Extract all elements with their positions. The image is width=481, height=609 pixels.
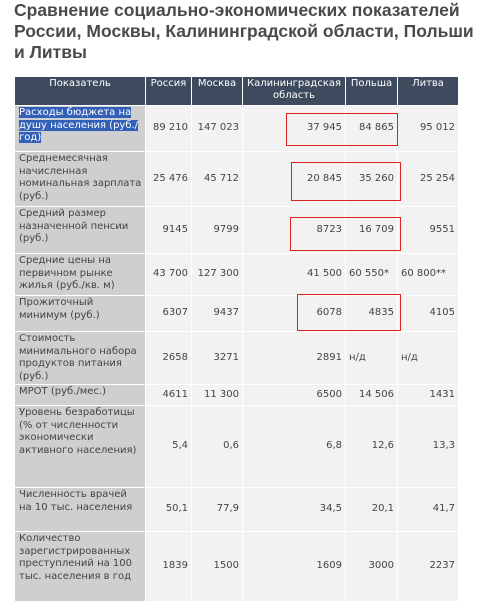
- table-cell: 41 500: [242, 253, 346, 296]
- row-label-text: Количество зарегистрированных преступлен…: [19, 533, 133, 582]
- table-cell: 25 476: [145, 151, 192, 207]
- comparison-table: Показатель Россия Москва Калининградская об…: [14, 76, 459, 602]
- table-cell: 11 300: [191, 384, 243, 406]
- table-cell: 9437: [191, 295, 243, 332]
- table-cell: 3271: [191, 331, 243, 385]
- row-label-text: Средний размер назначенной пенсии (руб.): [19, 208, 129, 244]
- table-row: Стоимость минимального набора продуктов …: [14, 331, 459, 385]
- table-cell: 1839: [145, 531, 192, 602]
- table-cell: 25 254: [397, 151, 459, 207]
- row-label-text: Уровень безработицы (% от численности эк…: [19, 407, 137, 456]
- table-cell: н/д: [345, 331, 398, 385]
- column-header: Калининградская область: [242, 76, 346, 106]
- table-row: Количество зарегистрированных преступлен…: [14, 531, 459, 602]
- table-row: Среднемесячная начисленная номинальная з…: [14, 151, 459, 207]
- table-cell: 95 012: [397, 105, 459, 152]
- table-row: Уровень безработицы (% от численности эк…: [14, 405, 459, 488]
- table-cell: 6078: [242, 295, 346, 332]
- column-header: Литва: [397, 76, 459, 106]
- row-label: Численность врачей на 10 тыс. населения: [14, 487, 146, 532]
- table-row: Прожиточный минимум (руб.) 6307 9437 6078 48…: [14, 295, 459, 332]
- table-cell: 3000: [345, 531, 398, 602]
- table-cell: 12,6: [345, 405, 398, 488]
- table-cell: 4105: [397, 295, 459, 332]
- table-cell: 20,1: [345, 487, 398, 532]
- row-label: МРОТ (руб./мес.): [14, 384, 146, 406]
- table-cell: 6500: [242, 384, 346, 406]
- table-cell: 45 712: [191, 151, 243, 207]
- row-label-text: Средние цены на первичном рынке жилья (р…: [19, 255, 115, 291]
- column-header: Показатель: [14, 76, 146, 106]
- highlight-box: [291, 162, 401, 201]
- table-cell: 60 550*: [345, 253, 398, 296]
- table-row: МРОТ (руб./мес.) 4611 11 300 6500 14 506 1431: [14, 384, 459, 406]
- table-cell: 9799: [191, 206, 243, 254]
- table-cell: 60 800**: [397, 253, 459, 296]
- row-label: Прожиточный минимум (руб.): [14, 295, 146, 332]
- table-row: Численность врачей на 10 тыс. населения 5…: [14, 487, 459, 532]
- table-cell: 2658: [145, 331, 192, 385]
- row-label-text: Стоимость минимального набора продуктов …: [19, 333, 137, 382]
- table-cell: 50,1: [145, 487, 192, 532]
- table-cell: 1500: [191, 531, 243, 602]
- highlight-box: [286, 113, 398, 146]
- table-row: Средний размер назначенной пенсии (руб.)…: [14, 206, 459, 254]
- header-row: Показатель Россия Москва Калининградская об…: [14, 76, 459, 106]
- row-label-text: Расходы бюджета на душу населения (руб./…: [19, 107, 139, 143]
- row-label: Количество зарегистрированных преступлен…: [14, 531, 146, 602]
- row-label: Среднемесячная начисленная номинальная з…: [14, 151, 146, 207]
- highlight-box: [290, 217, 401, 251]
- row-label-text: Среднемесячная начисленная номинальная з…: [19, 153, 142, 202]
- table-cell: 127 300: [191, 253, 243, 296]
- row-label: Уровень безработицы (% от численности эк…: [14, 405, 146, 488]
- table-cell: 6,8: [242, 405, 346, 488]
- table-cell: 2237: [397, 531, 459, 602]
- table-cell: 1431: [397, 384, 459, 406]
- table-cell: 43 700: [145, 253, 192, 296]
- row-label-text: МРОТ (руб./мес.): [19, 386, 106, 397]
- table-cell: 9551: [397, 206, 459, 254]
- column-header: Польша: [345, 76, 398, 106]
- highlight-box: [297, 294, 401, 331]
- table-cell: 20 845: [242, 151, 346, 207]
- table-cell: 6307: [145, 295, 192, 332]
- table-cell: 9145: [145, 206, 192, 254]
- table-row: Средние цены на первичном рынке жилья (р…: [14, 253, 459, 296]
- page-title: Сравнение социально-экономических показа…: [14, 0, 474, 62]
- table-cell: 89 210: [145, 105, 192, 152]
- row-label: Средние цены на первичном рынке жилья (р…: [14, 253, 146, 296]
- table-cell: 41,7: [397, 487, 459, 532]
- table-cell: 13,3: [397, 405, 459, 488]
- table-cell: 1609: [242, 531, 346, 602]
- table-cell: 5,4: [145, 405, 192, 488]
- table-cell: 8723: [242, 206, 346, 254]
- table-cell: 147 023: [191, 105, 243, 152]
- row-label: Стоимость минимального набора продуктов …: [14, 331, 146, 385]
- table-cell: 77,9: [191, 487, 243, 532]
- table-cell: 0,6: [191, 405, 243, 488]
- table-cell: 2891: [242, 331, 346, 385]
- column-header: Россия: [145, 76, 192, 106]
- table-cell: 35 260: [345, 151, 398, 207]
- table-cell: 14 506: [345, 384, 398, 406]
- column-header: Москва: [191, 76, 243, 106]
- row-label: Расходы бюджета на душу населения (руб./…: [14, 105, 146, 152]
- row-label-text: Численность врачей на 10 тыс. населения: [19, 489, 133, 513]
- table-cell: 34,5: [242, 487, 346, 532]
- table-cell: н/д: [397, 331, 459, 385]
- row-label: Средний размер назначенной пенсии (руб.): [14, 206, 146, 254]
- row-label-text: Прожиточный минимум (руб.): [19, 297, 100, 321]
- table-cell: 4611: [145, 384, 192, 406]
